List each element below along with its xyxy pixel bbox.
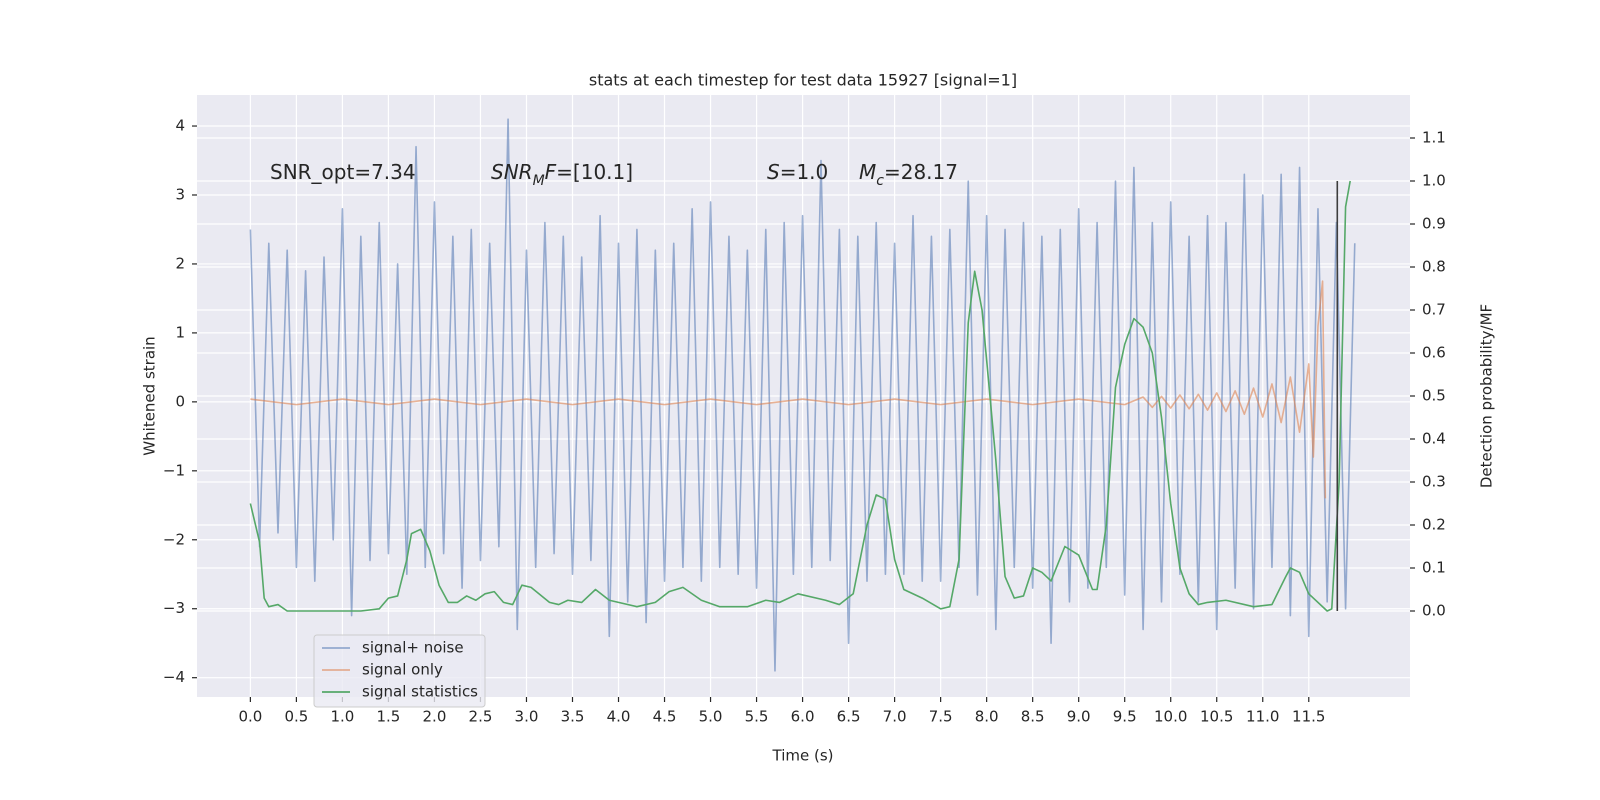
annotation-part: c xyxy=(876,173,884,189)
y2-tick-label: 0.9 xyxy=(1422,215,1446,233)
y2-tick-label: 0.7 xyxy=(1422,301,1446,319)
y2-tick-label: 0.3 xyxy=(1422,473,1446,491)
legend-frame xyxy=(313,634,486,708)
annotation-part: S xyxy=(767,160,780,184)
x-axis-label: Time (s) xyxy=(772,747,834,765)
annotation-part: M xyxy=(859,160,876,184)
x-tick-label: 11.0 xyxy=(1246,708,1279,726)
y2-axis-label: Detection probability/MF xyxy=(1478,304,1496,488)
legend-label: signal statistics xyxy=(362,683,478,701)
x-tick-label: 1.5 xyxy=(376,708,400,726)
annotation-part: SNR_opt=7.34 xyxy=(270,160,416,184)
x-tick-label: 10.0 xyxy=(1154,708,1187,726)
annotation-part: F xyxy=(545,160,557,184)
x-tick-label: 2.0 xyxy=(423,708,447,726)
y2-tick-label: 0.6 xyxy=(1422,344,1446,362)
x-tick-label: 1.0 xyxy=(330,708,354,726)
y2-tick-label: 0.1 xyxy=(1422,559,1446,577)
y2-tick-label: 0.0 xyxy=(1422,602,1446,620)
x-tick-label: 7.0 xyxy=(883,708,907,726)
annotation-part: =1.0 xyxy=(780,160,829,184)
y-tick-label: 0 xyxy=(175,392,185,410)
y-tick-label: 3 xyxy=(175,185,185,203)
y2-tick-label: 0.8 xyxy=(1422,258,1446,276)
x-tick-label: 4.0 xyxy=(607,708,631,726)
annotation: SNR_opt=7.34 xyxy=(270,160,416,184)
x-tick-label: 8.0 xyxy=(975,708,999,726)
y2-tick-label: 0.5 xyxy=(1422,387,1446,405)
y2-tick-label: 0.2 xyxy=(1422,516,1446,534)
legend-label: signal only xyxy=(362,661,443,679)
annotation-part: SNR xyxy=(491,160,533,184)
chart-title: stats at each timestep for test data 159… xyxy=(589,71,1017,90)
y-tick-label: −2 xyxy=(163,530,185,548)
x-tick-label: 7.5 xyxy=(929,708,953,726)
y2-tick-label: 1.1 xyxy=(1422,129,1446,147)
x-tick-label: 2.5 xyxy=(469,708,493,726)
series-line xyxy=(250,280,1327,499)
annotation-part: =28.17 xyxy=(884,160,958,184)
y-tick-label: −1 xyxy=(163,461,185,479)
x-tick-label: 3.5 xyxy=(561,708,585,726)
x-tick-label: 9.5 xyxy=(1113,708,1137,726)
y2-tick-label: 0.4 xyxy=(1422,430,1446,448)
grid-layer xyxy=(197,95,1410,697)
y2-tick-label: 1.0 xyxy=(1422,172,1446,190)
x-tick-label: 11.5 xyxy=(1292,708,1325,726)
annotation: SNRMF=[10.1] xyxy=(491,160,633,190)
y-tick-label: −4 xyxy=(163,668,185,686)
x-tick-label: 0.0 xyxy=(238,708,262,726)
x-tick-label: 9.0 xyxy=(1067,708,1091,726)
annotation: Mc=28.17 xyxy=(859,160,958,190)
annotation-part: =[10.1] xyxy=(556,160,633,184)
annotation: S=1.0 xyxy=(767,160,828,184)
x-tick-label: 4.5 xyxy=(653,708,677,726)
x-tick-label: 10.5 xyxy=(1200,708,1233,726)
y-tick-label: 4 xyxy=(175,117,185,135)
annotation-part: M xyxy=(533,173,545,189)
x-tick-label: 5.0 xyxy=(699,708,723,726)
legend: signal+ noise signal only signal statistic… xyxy=(313,634,486,708)
x-tick-label: 5.5 xyxy=(745,708,769,726)
x-tick-label: 3.0 xyxy=(515,708,539,726)
x-tick-label: 6.5 xyxy=(837,708,861,726)
y-tick-label: 2 xyxy=(175,254,185,272)
y-tick-label: 1 xyxy=(175,323,185,341)
y-tick-label: −3 xyxy=(163,599,185,617)
legend-label: signal+ noise xyxy=(362,639,464,657)
series-line xyxy=(249,118,1356,672)
x-tick-label: 8.5 xyxy=(1021,708,1045,726)
y-axis-label: Whitened strain xyxy=(141,336,159,455)
x-tick-label: 0.5 xyxy=(284,708,308,726)
series-line xyxy=(249,180,1351,612)
x-tick-label: 6.0 xyxy=(791,708,815,726)
